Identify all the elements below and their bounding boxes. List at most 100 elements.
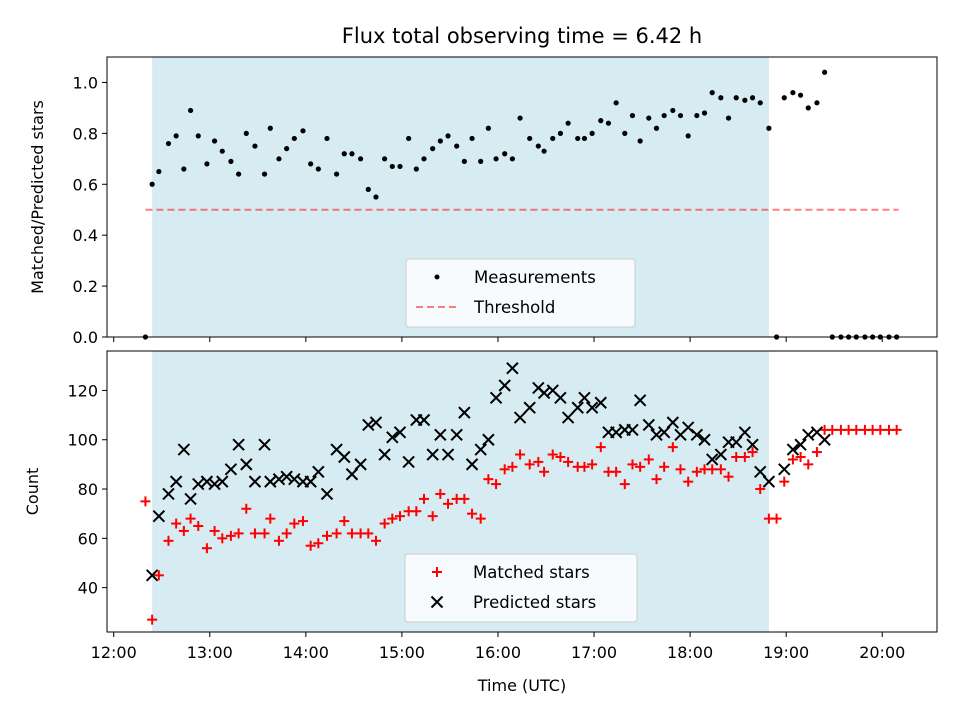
predicted-star-point (754, 465, 767, 478)
measurement-point (308, 161, 314, 167)
matched-star-point (379, 518, 390, 529)
predicted-star-point (523, 401, 536, 414)
matched-star-point (459, 493, 470, 504)
predicted-star-point (312, 465, 325, 478)
predicted-star-point (537, 386, 551, 400)
predicted-star-point (554, 391, 567, 405)
predicted-star-point (626, 423, 639, 437)
matched-star-point (524, 459, 535, 470)
matched-star-point (140, 496, 151, 507)
predicted-star-point (362, 418, 375, 432)
measurement-point (252, 143, 258, 149)
matched-star-point (507, 461, 518, 472)
predicted-star-point (441, 448, 455, 461)
matched-star-point (321, 530, 332, 541)
predicted-star-point (192, 477, 205, 491)
y-tick-label: 0.4 (73, 226, 98, 245)
predicted-star-point (184, 492, 197, 506)
count-legend-frame (404, 553, 638, 623)
predicted-star-point (706, 453, 719, 466)
measurement-point (766, 125, 772, 131)
predicted-star-point (240, 458, 253, 471)
matched-star-point (163, 535, 174, 546)
predicted-star-point (698, 433, 711, 446)
ratio-panel: 0.0 0.2 0.4 0.6 0.8 1.0 Flux total observing … (28, 24, 938, 347)
measurement-point (165, 140, 172, 147)
measurement-point (622, 130, 628, 136)
predicted-star-point (498, 379, 511, 392)
measurement-point (365, 186, 371, 192)
measurement-point (781, 95, 787, 101)
predicted-star-point (513, 411, 527, 424)
matched-star-point (851, 424, 862, 435)
measurement-point (493, 156, 499, 162)
measurement-point (243, 130, 249, 136)
predicted-star-point (378, 448, 391, 461)
measurement-point (685, 133, 691, 139)
y-tick-label: 0.6 (73, 175, 98, 194)
predicted-star-point (354, 458, 367, 471)
predicted-star-point (666, 416, 680, 429)
y-tick-label: 80 (78, 480, 98, 499)
predicted-star-point (690, 428, 704, 442)
matched-star-point (771, 513, 782, 524)
matched-star-point (587, 459, 598, 470)
ratio-legend-frame (405, 258, 636, 328)
matched-star-point (675, 464, 686, 475)
measurement-point (694, 112, 700, 119)
predicted-star-point (482, 433, 495, 446)
matched-star-point (427, 511, 438, 522)
y-tick-label: 0.0 (73, 328, 98, 347)
matched-star-point (563, 456, 574, 467)
matched-star-point (209, 525, 220, 536)
measurement-point (661, 112, 667, 119)
matched-star-point (619, 479, 630, 490)
x-tick-label: 16:00 (475, 643, 521, 662)
matched-star-point (281, 528, 292, 539)
measurement-point (437, 138, 443, 144)
matched-star-point (217, 533, 228, 544)
predicted-star-point (642, 418, 656, 432)
matched-star-point (611, 466, 622, 477)
measurement-point (284, 146, 290, 152)
matched-star-point (491, 479, 502, 490)
predicted-star-point (474, 443, 487, 456)
matched-star-point (201, 543, 212, 554)
matched-star-point (499, 464, 510, 475)
matched-star-point (178, 525, 189, 536)
measurement-point (261, 171, 268, 177)
measurement-point (382, 156, 388, 162)
measurement-point (742, 97, 748, 103)
measurement-point (461, 158, 467, 164)
y-tick-label: 120 (67, 381, 98, 400)
matched-star-point (147, 614, 158, 625)
predicted-star-point (506, 362, 519, 375)
predicted-star-point (145, 569, 159, 582)
x-tick-label: 18:00 (667, 643, 713, 662)
matched-star-point (803, 459, 814, 470)
predicted-star-point (458, 406, 471, 419)
y-tick-label: 0.8 (73, 124, 98, 143)
measurement-point (228, 158, 234, 164)
legend-label-measurements: Measurements (474, 268, 596, 287)
measurement-point (445, 133, 451, 139)
chart-title: Flux total observing time = 6.42 h (342, 24, 702, 48)
matched-star-point (241, 503, 252, 514)
matched-star-point (715, 464, 726, 475)
legend-label-matched: Matched stars (473, 563, 590, 582)
predicted-star-point (169, 475, 183, 488)
matched-star-point (739, 451, 750, 462)
predicted-star-point (786, 443, 800, 456)
predicted-star-point (232, 438, 245, 451)
measurement-point (454, 143, 460, 149)
x-tick-label: 20:00 (859, 643, 905, 662)
measurement-point (701, 110, 708, 116)
measurement-point (300, 128, 306, 134)
x-tick-label: 13:00 (187, 643, 233, 662)
measurement-point (637, 138, 643, 144)
predicted-star-point (450, 428, 463, 442)
matched-star-point (443, 498, 454, 509)
predicted-star-point (162, 487, 175, 501)
matched-star-point (419, 493, 430, 504)
measurements-series (142, 69, 900, 340)
